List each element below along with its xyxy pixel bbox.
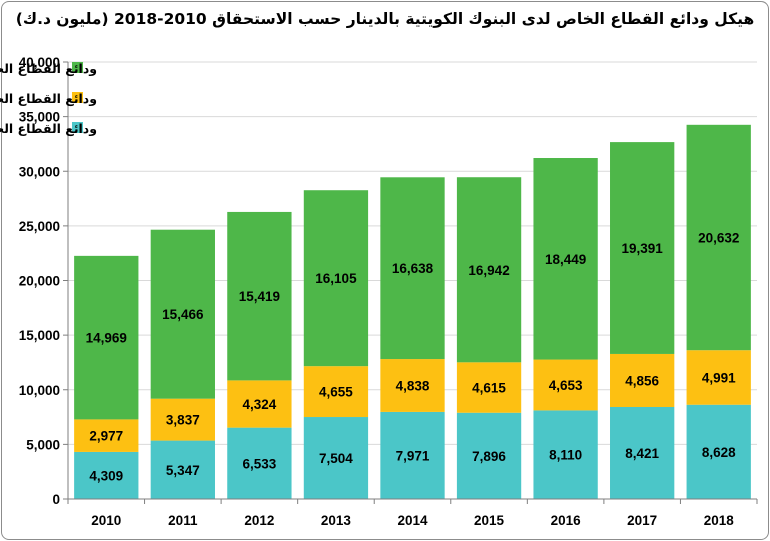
x-tick-label: 2011 (168, 513, 198, 528)
data-label: 8,628 (702, 445, 736, 460)
bar-segment (150, 229, 215, 399)
bar-segment (150, 440, 215, 499)
x-tick-label: 2012 (244, 513, 274, 528)
bar-segment (533, 158, 598, 360)
legend-label: ودائع القطاع الخاص مدخرات بالدينار(مليون… (0, 91, 97, 106)
bar-segment (610, 142, 675, 354)
bar-segment (610, 407, 675, 499)
x-tick-label: 2016 (551, 513, 582, 528)
x-tick-label: 2017 (627, 513, 657, 528)
data-label: 4,991 (702, 370, 736, 385)
bar-segment (150, 398, 215, 441)
bar-segment (456, 412, 522, 499)
legend-swatch (72, 62, 83, 73)
data-label: 18,449 (545, 252, 586, 267)
y-tick-label: 10,000 (19, 383, 60, 398)
bar-segment (533, 359, 598, 411)
data-label: 4,838 (396, 378, 430, 393)
data-label: 4,655 (319, 385, 353, 400)
bar-segment (686, 124, 751, 351)
bar-segment (686, 350, 751, 405)
bar-segment (227, 211, 292, 381)
y-tick-label: 30,000 (19, 164, 60, 179)
x-tick-label: 2010 (91, 513, 121, 528)
bar-segment (303, 366, 369, 418)
bar-segment (74, 451, 139, 499)
data-label: 4,615 (472, 381, 506, 396)
data-label: 5,347 (166, 463, 200, 478)
bar-segment (227, 427, 292, 499)
data-label: 6,533 (242, 456, 276, 471)
legend-swatch (72, 122, 83, 133)
legend-swatch (72, 92, 83, 103)
y-tick-label: 15,000 (19, 328, 60, 343)
legend-label: ودائع القطاع الخاص لاجل بالدينار(مليون د… (0, 61, 97, 76)
data-label: 14,969 (86, 331, 127, 346)
y-tick-label: 25,000 (19, 219, 60, 234)
data-label: 3,837 (166, 413, 200, 428)
data-label: 4,324 (242, 397, 276, 412)
legend: ودائع القطاع الخاص لاجل بالدينار(مليون د… (0, 61, 97, 136)
data-label: 19,391 (622, 241, 664, 256)
bars: 4,309 2,977 14,969 5,347 3,837 15,466 6,533 4,3… (74, 124, 751, 499)
chart-title: هيكل ودائع القطاع الخاص لدى البنوك الكوي… (16, 10, 754, 28)
y-tick-label: 20,000 (19, 274, 60, 289)
y-tick-label: 5,000 (26, 437, 60, 452)
bar-segment (686, 404, 751, 499)
x-tick-label: 2013 (321, 513, 352, 528)
data-label: 4,653 (549, 378, 583, 393)
data-label: 16,105 (315, 271, 357, 286)
bar-segment (380, 177, 445, 360)
bar-segment (227, 380, 292, 428)
bar-segment (456, 362, 522, 413)
data-label: 4,309 (89, 468, 123, 483)
data-label: 20,632 (698, 231, 739, 246)
bar-segment (74, 255, 139, 420)
bar-segment (380, 359, 445, 412)
data-label: 8,421 (625, 446, 659, 461)
data-label: 7,896 (472, 449, 506, 464)
x-tick-label: 2015 (474, 513, 505, 528)
y-tick-label: 40,000 (19, 55, 60, 70)
x-tick-label: 2014 (397, 513, 428, 528)
bar-segment (303, 417, 369, 499)
bar-segment (303, 190, 369, 367)
legend-label: ودائع القطاع الخاص تحت الطلب بالدينار (م… (0, 121, 97, 136)
data-label: 7,504 (319, 451, 353, 466)
data-label: 2,977 (89, 429, 123, 444)
data-label: 16,638 (392, 261, 434, 276)
bar-segment (456, 177, 522, 363)
x-tick-label: 2018 (704, 513, 735, 528)
data-label: 4,856 (625, 373, 659, 388)
y-tick-label: 0 (52, 492, 60, 507)
y-tick-label: 35,000 (19, 110, 60, 125)
data-label: 15,466 (162, 307, 204, 322)
bar-segment (610, 353, 675, 408)
bar-segment (380, 411, 445, 499)
data-label: 16,942 (468, 263, 509, 278)
data-label: 7,971 (396, 448, 430, 463)
bar-segment (533, 410, 598, 499)
data-label: 15,419 (239, 289, 280, 304)
axes: 0 5,000 10,000 15,000 20,000 25,000 30,000 35,0… (19, 55, 758, 528)
data-label: 8,110 (549, 448, 582, 463)
bar-segment (74, 419, 139, 452)
